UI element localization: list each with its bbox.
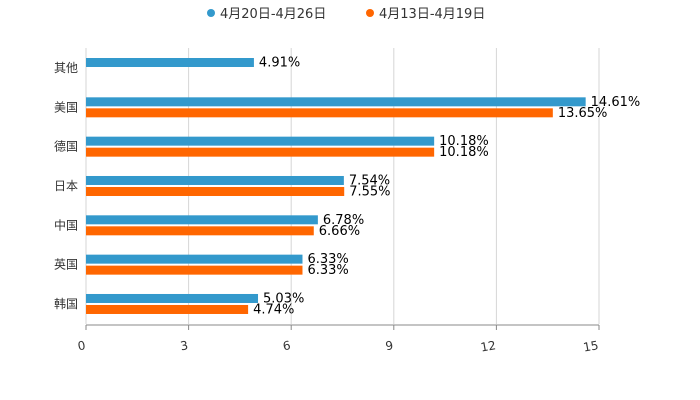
bar-2-3 [86, 147, 435, 157]
bar-2-7 [86, 304, 249, 314]
bar-1-7 [86, 293, 259, 303]
bar-1-6 [86, 254, 303, 264]
legend: 4月20日-4月26日 4月13日-4月19日 [207, 7, 485, 22]
legend-label-1: 4月20日-4月26日 [220, 7, 326, 22]
value-label-1-6: 6.33% [307, 252, 348, 267]
value-label-2-7: 4.74% [253, 302, 294, 317]
value-label-1-7: 5.03% [263, 291, 304, 306]
value-label-1-1: 4.91% [259, 56, 300, 71]
category-label-2: 美国 [54, 100, 78, 114]
bar-2-2 [86, 108, 553, 118]
value-label-2-6: 6.33% [307, 263, 348, 278]
grid [85, 48, 600, 324]
value-label-2-2: 13.65% [558, 106, 608, 121]
bar-2-6 [86, 265, 303, 275]
bar-2-5 [86, 226, 314, 236]
bar-1-5 [86, 215, 318, 225]
x-tick-label-12: 12 [479, 338, 496, 354]
value-label-1-3: 10.18% [439, 134, 489, 149]
value-label-2-4: 7.55% [349, 184, 390, 199]
category-label-3: 德国 [54, 139, 78, 154]
category-label-5: 中国 [54, 217, 78, 232]
bars [86, 58, 586, 314]
value-label-2-3: 10.18% [439, 145, 489, 160]
category-label-1: 其他 [54, 61, 78, 75]
legend-marker-1 [207, 9, 215, 17]
category-label-6: 英国 [54, 258, 78, 272]
bar-1-1 [86, 58, 254, 67]
x-tick-label-6: 6 [282, 338, 292, 353]
bar-1-3 [86, 136, 435, 146]
bar-1-2 [86, 97, 586, 107]
labels: 4.91% 14.61%13.65% 10.18%10.18% 7.54%7.55% 6… [253, 56, 640, 318]
x-tick-label-3: 3 [179, 338, 189, 353]
bar-1-4 [86, 175, 344, 185]
x-tick-label-0: 0 [77, 338, 87, 353]
x-tick-label-15: 15 [582, 338, 599, 354]
value-label-1-4: 7.54% [349, 173, 390, 188]
value-label-1-2: 14.61% [591, 95, 641, 110]
bar-2-4 [86, 186, 345, 196]
legend-label-2: 4月13日-4月19日 [379, 7, 485, 22]
legend-marker-2 [366, 9, 374, 17]
value-label-2-5: 6.66% [319, 224, 360, 239]
value-label-1-5: 6.78% [323, 213, 364, 228]
category-label-4: 日本 [54, 179, 78, 193]
category-label-7: 韩国 [54, 296, 78, 311]
x-tick-label-9: 9 [384, 338, 394, 353]
